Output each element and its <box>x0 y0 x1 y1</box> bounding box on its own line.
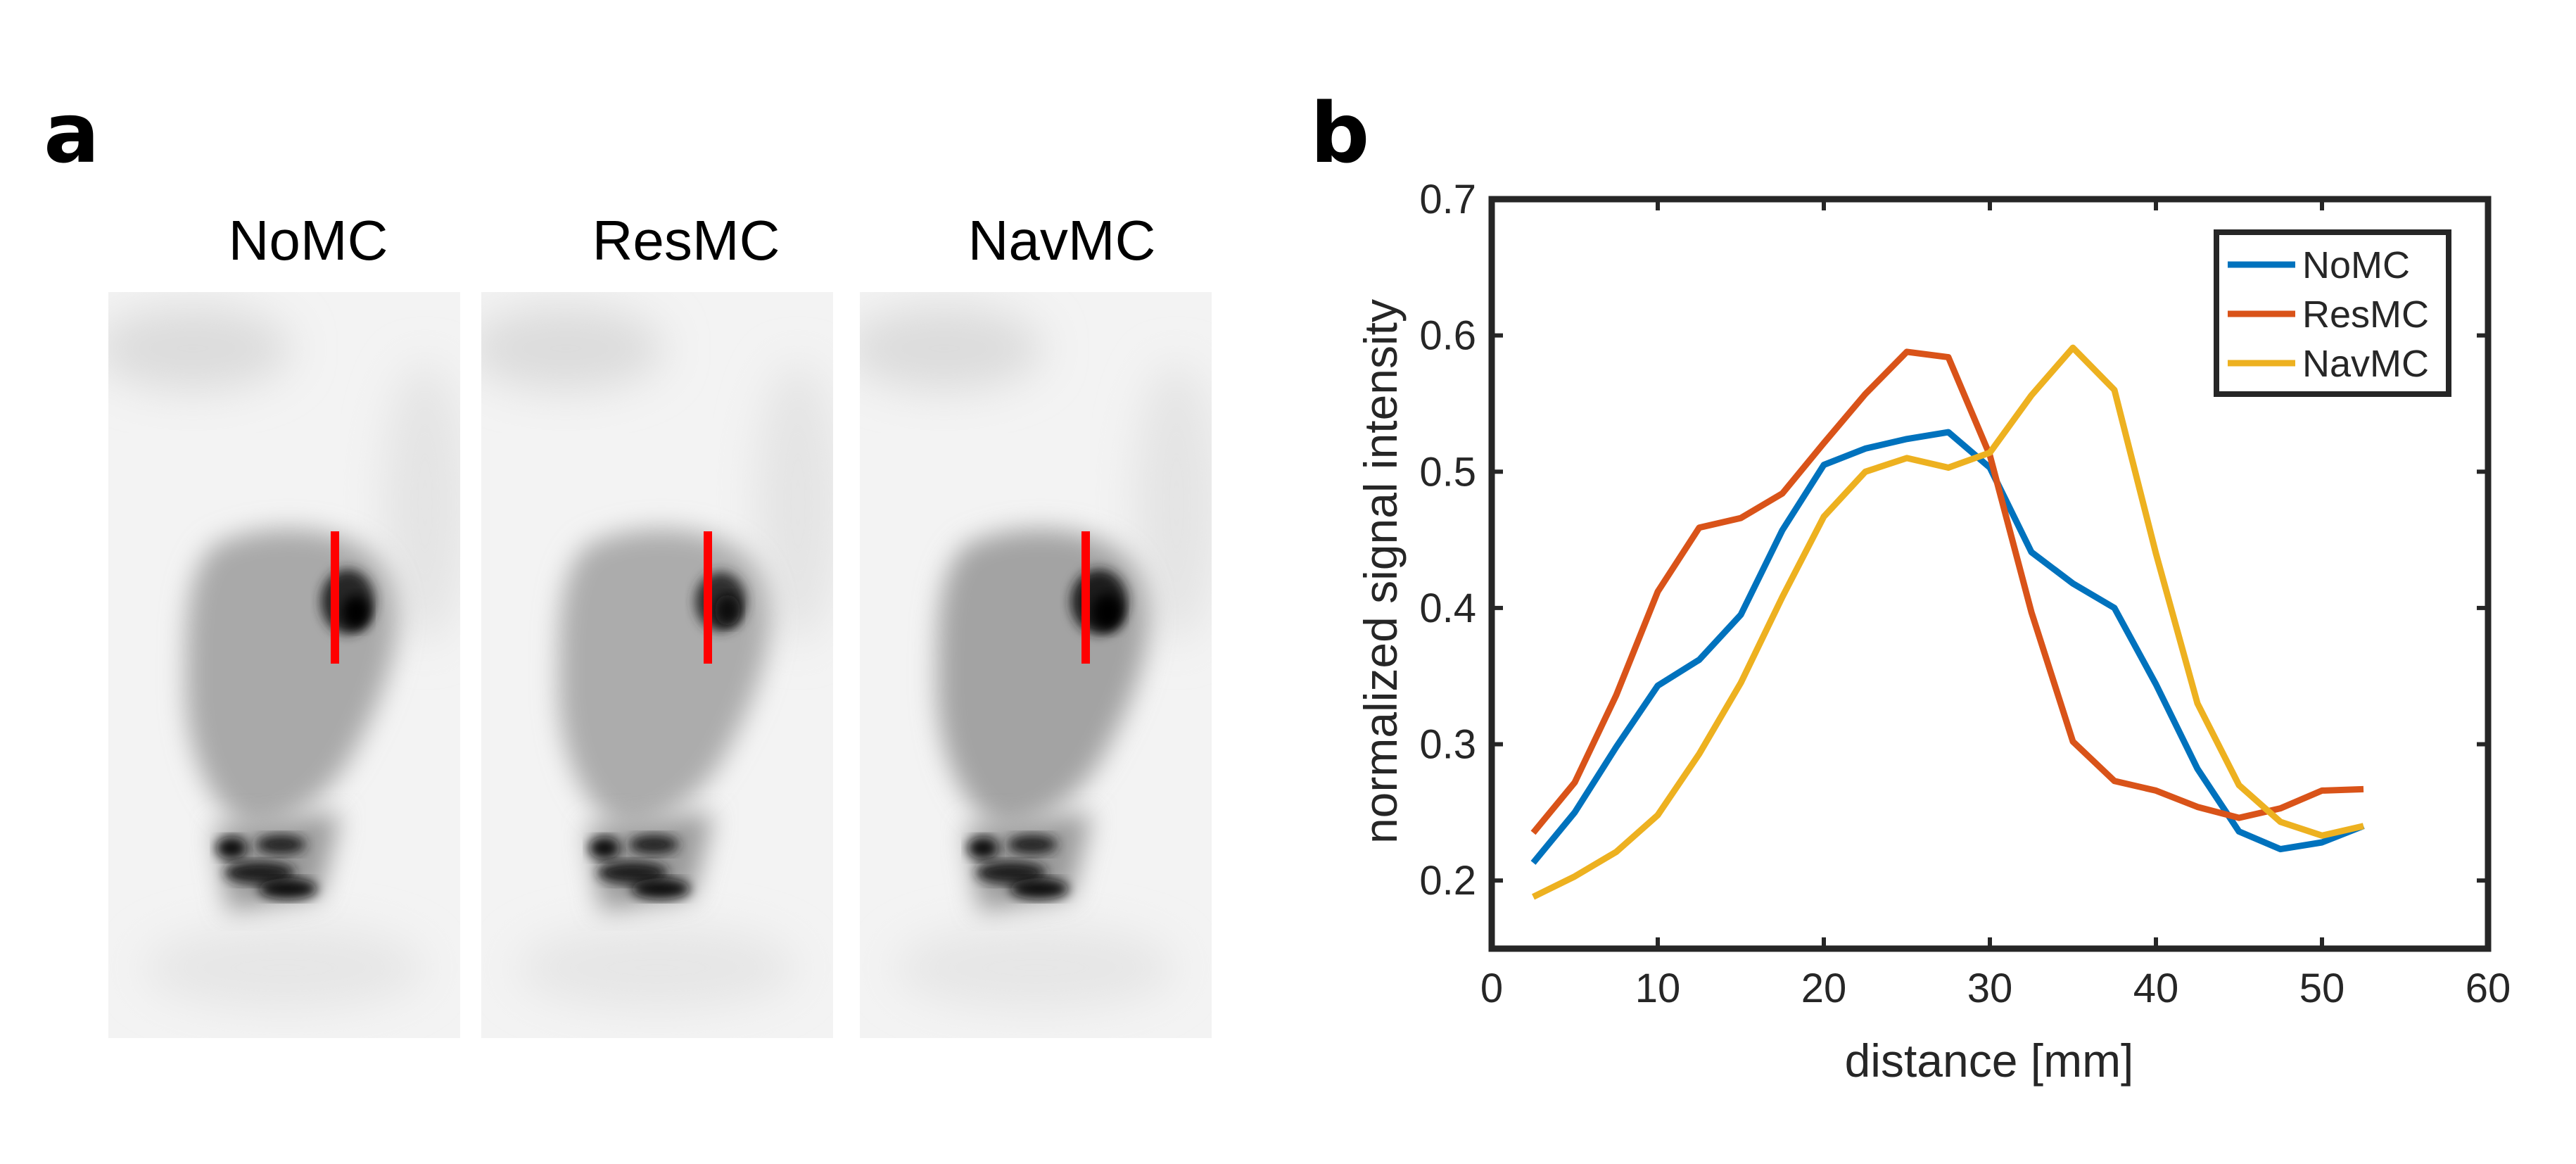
y-tick-label: 0.7 <box>1419 177 1476 222</box>
image-title-navmc: NavMC <box>967 209 1156 272</box>
legend-label-resmc: ResMC <box>2302 293 2429 336</box>
image-title-resmc: ResMC <box>592 209 780 272</box>
y-tick-label: 0.6 <box>1419 313 1476 359</box>
legend-label-navmc: NavMC <box>2302 343 2429 385</box>
y-tick-label: 0.3 <box>1419 722 1476 768</box>
x-tick-label: 20 <box>1801 966 1847 1011</box>
y-tick-label: 0.5 <box>1419 449 1476 495</box>
pet-image-resmc <box>481 292 833 1038</box>
profile-line-navmc <box>1081 531 1090 664</box>
panel-a-label: a <box>44 84 100 182</box>
y-tick-label: 0.2 <box>1419 858 1476 904</box>
series-line-navmc <box>1532 344 2365 900</box>
x-tick-label: 60 <box>2466 966 2511 1011</box>
profile-line-resmc <box>704 531 712 664</box>
legend-label-nomc: NoMC <box>2302 244 2410 286</box>
x-axis-label: distance [mm] <box>1845 1035 2134 1087</box>
pet-image-navmc <box>860 292 1212 1038</box>
x-tick-label: 50 <box>2299 966 2345 1011</box>
panel-b-label: b <box>1310 84 1370 182</box>
series-line-nomc <box>1530 429 2365 865</box>
y-tick-label: 0.4 <box>1419 586 1476 631</box>
x-tick-label: 0 <box>1480 966 1503 1011</box>
series-line-resmc <box>1530 348 2364 835</box>
x-tick-label: 10 <box>1635 966 1681 1011</box>
profile-line-nomc <box>331 531 339 664</box>
x-tick-label: 40 <box>2133 966 2179 1011</box>
image-title-nomc: NoMC <box>228 209 388 272</box>
y-axis-label: normalized signal intensity <box>1354 299 1407 844</box>
pet-image-nomc <box>108 292 460 1038</box>
x-tick-label: 30 <box>1967 966 2013 1011</box>
